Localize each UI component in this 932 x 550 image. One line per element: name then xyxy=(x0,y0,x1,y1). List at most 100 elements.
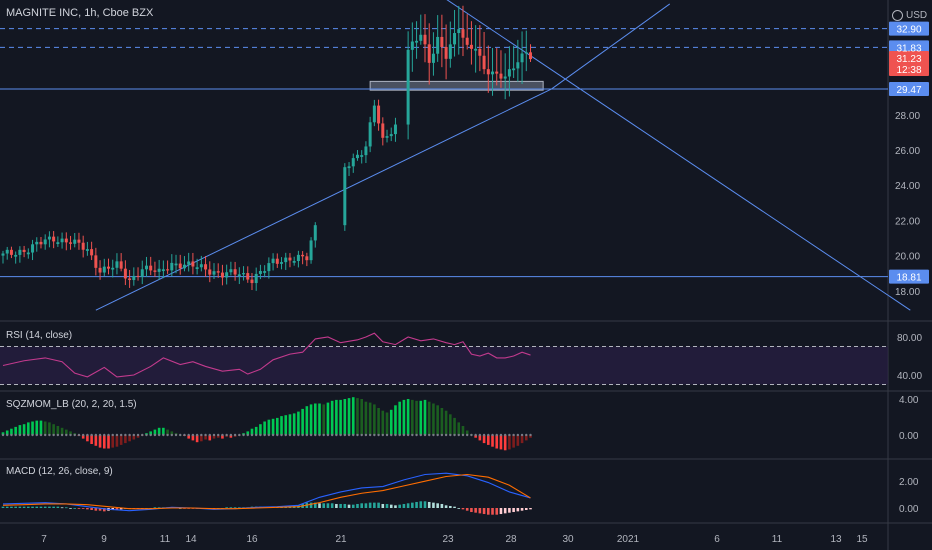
sqz-bar xyxy=(487,435,490,445)
macd-histogram-bar xyxy=(411,502,414,508)
squeeze-dot xyxy=(415,433,418,437)
price-tick-label: 22.00 xyxy=(895,216,920,227)
squeeze-dot xyxy=(449,433,452,437)
sqz-bar xyxy=(60,427,64,435)
squeeze-dot xyxy=(406,433,410,437)
sqz-bar xyxy=(360,399,363,435)
squeeze-dot xyxy=(27,433,30,437)
sqz-bar xyxy=(136,435,140,438)
sqz-bar xyxy=(508,435,511,450)
sqz-bar xyxy=(389,409,393,435)
sqz-bar xyxy=(453,417,456,435)
candle-body xyxy=(258,270,262,274)
candle-body xyxy=(347,166,351,169)
price-tag xyxy=(889,40,929,55)
candle-body xyxy=(453,33,457,45)
squeeze-dot xyxy=(229,433,233,437)
candle-body xyxy=(381,123,385,138)
symbol-title: MAGNITE INC, 1h, Cboe BZX xyxy=(6,7,154,19)
macd-histogram-bar xyxy=(415,501,418,508)
macd-histogram-bar xyxy=(309,502,313,508)
squeeze-dot xyxy=(326,433,330,437)
sqz-bar xyxy=(381,410,385,435)
sqz-bar xyxy=(124,435,127,444)
currency-selector[interactable]: USD xyxy=(892,6,928,24)
macd-histogram-bar xyxy=(27,506,30,508)
time-axis-label: 11 xyxy=(160,534,171,545)
candle-body xyxy=(31,244,35,253)
sqz-bar xyxy=(119,435,123,445)
sqz-bar xyxy=(292,413,296,435)
sqz-bar xyxy=(69,431,72,435)
sqz-bar xyxy=(86,435,89,442)
squeeze-dot xyxy=(461,433,465,437)
macd-histogram-bar xyxy=(5,506,9,508)
macd-histogram-bar xyxy=(377,502,380,508)
squeeze-dot xyxy=(225,433,228,437)
macd-histogram-bar xyxy=(524,508,528,511)
candle-body xyxy=(520,53,524,63)
squeeze-dot xyxy=(39,433,43,437)
macd-histogram-bar xyxy=(65,507,68,509)
squeeze-dot xyxy=(174,433,178,437)
squeeze-dot xyxy=(212,433,216,437)
sqz-bar xyxy=(474,435,477,438)
sqz-bar xyxy=(495,435,499,449)
time-axis-label: 28 xyxy=(505,534,517,545)
candle-body xyxy=(355,154,359,159)
squeeze-dot xyxy=(73,433,76,437)
squeeze-dot xyxy=(381,433,384,437)
macd-histogram-bar xyxy=(335,503,338,508)
sqz-tick-label: 0.00 xyxy=(899,431,919,442)
candle-body xyxy=(191,261,195,267)
candle-body xyxy=(377,105,381,124)
candle-body xyxy=(5,249,9,254)
squeeze-dot xyxy=(292,433,296,437)
candle-body xyxy=(478,48,482,56)
candle-body xyxy=(343,167,347,226)
candle-body xyxy=(81,242,85,250)
rsi-line xyxy=(2,332,531,378)
candle-body xyxy=(474,48,478,51)
sqz-bar xyxy=(170,431,174,435)
candle-body xyxy=(465,37,469,45)
candle-body xyxy=(393,124,397,135)
sqz-bar xyxy=(373,404,376,435)
price-tag-label: 29.47 xyxy=(896,85,921,96)
signal-line xyxy=(2,473,531,510)
price-tag-label: 31.23 xyxy=(896,54,921,65)
squeeze-dot xyxy=(529,433,532,437)
sqz-bar xyxy=(284,415,288,435)
candle-body xyxy=(225,272,229,278)
candle-body xyxy=(123,268,127,279)
price-tick-label: 28.00 xyxy=(895,111,920,122)
candle-body xyxy=(14,254,18,257)
sqz-bar xyxy=(385,412,389,435)
squeeze-dot xyxy=(385,433,389,437)
squeeze-dot xyxy=(187,433,190,437)
sqz-bar xyxy=(1,432,5,435)
candle-body xyxy=(305,256,309,261)
candle-body xyxy=(250,279,254,284)
squeeze-dot xyxy=(466,433,469,437)
sqz-bar xyxy=(330,400,334,435)
price-tick-label: 24.00 xyxy=(895,181,920,192)
sqz-bar xyxy=(503,435,507,451)
candle-body xyxy=(254,273,258,284)
squeeze-dot xyxy=(301,433,304,437)
squeeze-dot xyxy=(149,433,152,437)
candle-body xyxy=(212,271,216,275)
squeeze-dot xyxy=(335,433,338,437)
sqz-bar xyxy=(48,422,51,435)
price-tag xyxy=(889,62,929,77)
sqz-bar xyxy=(111,435,115,448)
sqz-bar xyxy=(288,414,292,435)
squeeze-dot xyxy=(478,433,482,437)
macd-histogram-bar xyxy=(398,504,401,508)
sqz-bar xyxy=(208,435,212,441)
squeeze-dot xyxy=(411,433,414,437)
macd-histogram-bar xyxy=(86,508,89,510)
sqz-bar xyxy=(335,399,338,435)
sqz-bar xyxy=(81,435,85,439)
